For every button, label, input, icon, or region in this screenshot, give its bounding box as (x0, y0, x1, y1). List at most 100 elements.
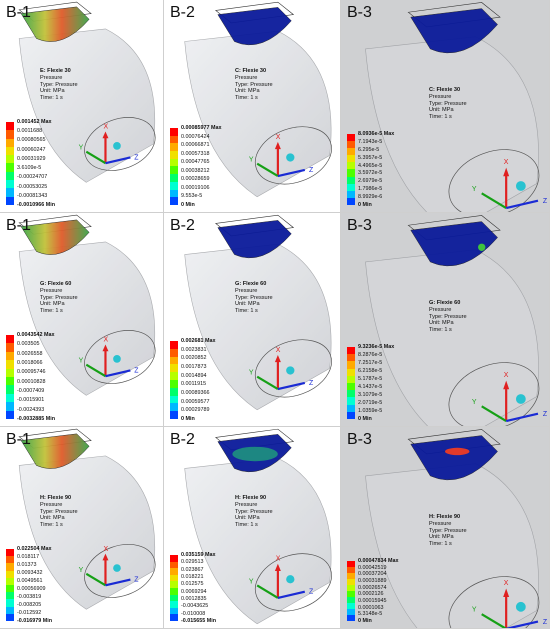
z-axis-label: Z (309, 589, 314, 596)
color-scale-segment (347, 390, 355, 398)
legend-title: E: Flexie 30 (40, 68, 71, 74)
pressure-hotspot (232, 446, 278, 462)
legend-line: Type: Pressure (429, 313, 467, 320)
color-scale-segment (6, 385, 14, 394)
color-scale-segment (6, 196, 14, 205)
y-axis-arrow (256, 584, 279, 599)
legend-line: Time: 1 s (429, 541, 452, 548)
color-scale-segment (170, 135, 178, 144)
z-axis-label: Z (543, 619, 548, 626)
color-scale-segment (6, 376, 14, 386)
color-scale-segment (6, 171, 14, 181)
color-scale-segment (170, 403, 178, 412)
x-axis-head (503, 588, 510, 598)
color-scale-segment (347, 579, 355, 585)
legend-line: Pressure (235, 74, 258, 81)
x-axis-label: X (104, 337, 109, 344)
color-scale-segment (6, 570, 14, 578)
color-scale-segment (170, 574, 178, 582)
color-scale-segment (6, 335, 14, 344)
tube-end-outline (254, 126, 332, 185)
view-sphere (286, 153, 295, 162)
z-axis-arrow (277, 381, 306, 391)
tube-body (18, 455, 156, 610)
legend-line: Unit: MPa (40, 88, 65, 95)
color-scale-segment (170, 348, 178, 357)
legend-header: H: Flexie 90 Pressure Type: Pressure Unit:… (429, 514, 467, 548)
color-scale-segment (347, 169, 355, 177)
socket-pressure-surface (217, 220, 292, 259)
y-axis-label: Y (249, 157, 254, 164)
y-axis-arrow (85, 572, 107, 587)
color-scale-segment (170, 594, 178, 602)
color-scale-segment (170, 189, 178, 198)
z-axis-label: Z (134, 367, 139, 374)
color-scale-segment (347, 603, 355, 609)
color-scale-segment (347, 361, 355, 369)
tube-end-outline (448, 362, 540, 426)
legend-title: H: Flexie 90 (235, 495, 267, 501)
y-axis-arrow (256, 162, 279, 178)
color-scale-segment (347, 176, 355, 184)
legend-line: Unit: MPa (429, 320, 454, 327)
panel-1-1: X Y Z B-1 E: Flexie 30 Pressure Type: Press… (0, 0, 164, 213)
color-scale-segment (347, 411, 355, 419)
color-scale-segment (170, 387, 178, 396)
color-scale-segment (347, 347, 355, 355)
color-scale-segment (6, 393, 14, 403)
tube-end-outline (448, 149, 540, 212)
z-axis-arrow (505, 199, 539, 210)
pressure-render: X Y Z (184, 428, 332, 625)
color-scale-segment (6, 402, 14, 411)
color-scale-segment (170, 197, 178, 205)
tube-body (18, 241, 156, 396)
legend-line: Pressure (429, 306, 452, 313)
x-axis-head (274, 354, 281, 363)
legend-line: Time: 1 s (235, 522, 258, 529)
color-scale-segment (347, 561, 355, 567)
view-sphere (515, 181, 526, 191)
y-axis-arrow (85, 363, 107, 378)
tube-end-outline (84, 117, 156, 171)
view-sphere (113, 564, 121, 572)
color-scale-segment (6, 163, 14, 172)
y-axis-label: Y (79, 358, 84, 365)
legend-line: Time: 1 s (40, 308, 63, 315)
color-scale-segment (170, 601, 178, 608)
z-axis-arrow (105, 578, 131, 587)
color-scale-segment (170, 581, 178, 588)
legend-line: Type: Pressure (235, 508, 273, 515)
panel-label: B-3 (347, 4, 372, 21)
color-scale-segment (347, 382, 355, 391)
tube-body (365, 463, 539, 628)
color-scale-segment (347, 368, 355, 376)
x-axis-label: X (504, 580, 509, 587)
color-scale-segment (6, 410, 14, 419)
color-scale-bar (6, 122, 14, 205)
color-scale-segment (6, 146, 14, 156)
x-axis-head (503, 380, 510, 390)
x-axis-head (274, 563, 281, 571)
socket-pressure-surface (410, 435, 498, 481)
color-scale-segment (347, 591, 355, 597)
color-scale-segment (6, 577, 14, 585)
legend-line: Type: Pressure (429, 527, 467, 534)
color-scale-segment (170, 411, 178, 419)
view-sphere (515, 394, 526, 404)
legend-line: Type: Pressure (235, 81, 273, 88)
color-scale-segment (347, 197, 355, 205)
panel-label: B-3 (347, 431, 372, 448)
panel-label: B-2 (170, 4, 195, 21)
legend-line: Unit: MPa (429, 534, 454, 541)
legend-line: Unit: MPa (40, 301, 65, 308)
legend-line: Pressure (40, 501, 63, 508)
tube-body (184, 30, 332, 198)
tube-end-outline (448, 576, 540, 628)
tube-end-outline (254, 553, 332, 612)
color-scale-segment (6, 563, 14, 571)
legend-line: Unit: MPa (429, 107, 454, 114)
pressure-render: X Y Z (18, 428, 156, 610)
y-axis-label: Y (249, 370, 254, 377)
color-scale-segment (347, 585, 355, 591)
